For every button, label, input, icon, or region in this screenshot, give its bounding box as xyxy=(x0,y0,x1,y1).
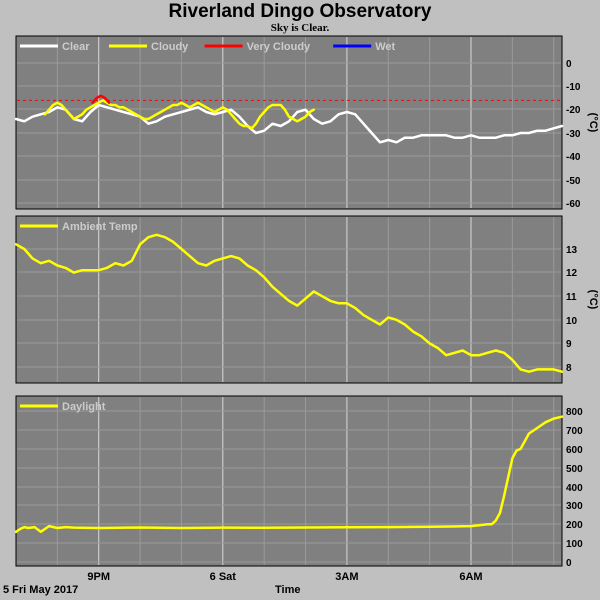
y-axis-label: (°C) xyxy=(587,290,599,310)
y-tick-label: -30 xyxy=(566,129,581,140)
legend-label: Cloudy xyxy=(151,41,189,53)
series-line-very-cloudy xyxy=(91,94,111,104)
ambient-panel: 13 12 11 10 9 8 (°C) Ambient Temp xyxy=(14,215,599,384)
y-tick-label: -40 xyxy=(566,152,581,163)
series-line-ambient-temp xyxy=(14,233,564,373)
series-line-clear xyxy=(14,103,564,144)
y-axis-label: (°C) xyxy=(587,113,599,133)
chart-title: Riverland Dingo Observatory xyxy=(168,1,432,22)
y-tick-label: 0 xyxy=(566,558,572,569)
y-tick-label: -10 xyxy=(566,82,581,93)
y-tick-label: 300 xyxy=(566,501,583,512)
y-tick-label: -20 xyxy=(566,105,581,116)
y-tick-label: 500 xyxy=(566,464,583,475)
x-axis-label: Time xyxy=(275,584,301,596)
x-tick-label: 6AM xyxy=(459,571,482,583)
series-line-cloudy xyxy=(43,99,316,130)
legend-label: Daylight xyxy=(62,401,106,413)
y-tick-label: 11 xyxy=(566,292,577,303)
y-tick-label: -60 xyxy=(566,199,581,210)
y-tick-label: 100 xyxy=(566,539,583,550)
daylight-plot-area xyxy=(15,395,563,567)
y-tick-label: 200 xyxy=(566,520,583,531)
x-tick-label: 9PM xyxy=(87,571,110,583)
sky-status-subtitle: Sky is Clear. xyxy=(270,22,330,34)
y-tick-label: -50 xyxy=(566,176,581,187)
legend-label: Clear xyxy=(62,41,90,53)
y-tick-label: 13 xyxy=(566,245,578,256)
date-label: 5 Fri May 2017 xyxy=(3,584,79,596)
y-tick-label: 10 xyxy=(566,316,578,327)
y-tick-label: 800 xyxy=(566,407,583,418)
daylight-panel: 800 700 600 500 400 300 200 100 0 Daylight xyxy=(14,395,583,569)
legend-label: Very Cloudy xyxy=(247,41,311,53)
x-tick-label: 3AM xyxy=(335,571,358,583)
y-tick-label: 9 xyxy=(566,339,572,350)
y-tick-label: 600 xyxy=(566,445,583,456)
y-tick-label: 12 xyxy=(566,268,578,279)
y-tick-label: 0 xyxy=(566,59,572,70)
sky-panel: 0 -10 -20 -30 -40 -50 -60 (°C) Clear Cloudy Very C… xyxy=(14,35,599,210)
y-tick-label: 700 xyxy=(566,426,583,437)
y-tick-label: 400 xyxy=(566,483,583,494)
y-tick-label: 8 xyxy=(566,363,572,374)
series-line-daylight xyxy=(14,415,564,534)
legend-label: Ambient Temp xyxy=(62,221,138,233)
x-tick-label: 6 Sat xyxy=(210,571,237,583)
legend-label: Wet xyxy=(375,41,395,53)
